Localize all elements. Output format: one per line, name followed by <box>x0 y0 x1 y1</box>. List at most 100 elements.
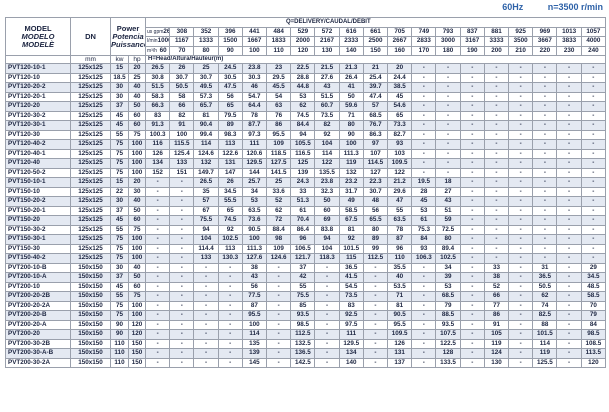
head-value-cell: 65 <box>387 110 413 121</box>
kw-cell: 37 <box>110 272 129 283</box>
head-value-cell: 53 <box>290 91 316 102</box>
head-value-cell: - <box>532 196 558 207</box>
head-value-cell: 103 <box>387 148 413 159</box>
head-value-cell: - <box>508 72 534 83</box>
kw-cell: 30 <box>110 196 129 207</box>
head-value-cell: - <box>508 186 534 197</box>
head-value-cell: - <box>145 224 171 235</box>
head-value-cell: 133.5 <box>435 357 461 368</box>
head-value-cell: 110 <box>387 253 413 264</box>
kw-cell: 45 <box>110 215 129 226</box>
m3h-value: 60 <box>159 46 167 54</box>
table-row: PVT200-30-A-B 150x150 110 150- - - -139-136.5-… <box>5 348 607 359</box>
head-value-cell: 96 <box>387 243 413 254</box>
model-label-fr: MODELÈ <box>21 39 55 49</box>
model-cell: PVT200-10-B <box>5 262 71 273</box>
head-value-cell: - <box>411 110 437 121</box>
head-value-cell: 48 <box>362 196 389 207</box>
lmin-value: 3500 <box>513 37 528 44</box>
head-value-cell: - <box>411 348 437 359</box>
head-value-cell: - <box>556 158 582 169</box>
head-value-cell: 56 <box>362 205 389 216</box>
head-value-cell: - <box>145 243 171 254</box>
head-value-cell: 94 <box>290 129 316 140</box>
head-value-cell: 118.3 <box>314 253 340 264</box>
head-value-cell: - <box>508 158 534 169</box>
head-value-cell: - <box>169 186 195 197</box>
head-value-cell: - <box>435 158 461 169</box>
head-value-cell: - <box>459 148 485 159</box>
gpm-value: 969 <box>539 27 551 35</box>
dn-cell: 125x125 <box>70 196 111 207</box>
table-row: PVT200-20-2B 150x150 55 75- - - -77.5-75.5-73.… <box>5 291 607 302</box>
head-value-cell: - <box>580 167 607 178</box>
gpm-cell: 616 <box>338 26 364 37</box>
head-value-cell: 102.5 <box>217 234 243 245</box>
gpm-value: 441 <box>249 27 260 35</box>
head-value-cell: 86.4 <box>290 224 316 235</box>
head-value-cell: 142.5 <box>290 357 316 368</box>
head-value-cell: 52 <box>266 196 292 207</box>
head-value-cell: - <box>580 177 607 188</box>
head-value-cell: - <box>266 272 292 283</box>
head-value-cell: - <box>459 63 485 74</box>
head-value-cell: 134 <box>145 158 171 169</box>
head-value-cell: 29 <box>580 262 607 273</box>
model-cell: PVT200-10-A <box>5 272 71 283</box>
kw-cell: 22 <box>110 186 129 197</box>
dn-header: DN <box>70 17 111 56</box>
head-value-cell: - <box>314 300 340 311</box>
head-value-cell: - <box>411 82 437 93</box>
head-value-cell: 44.8 <box>290 82 316 93</box>
hp-cell: 150 <box>127 348 147 359</box>
head-value-cell: - <box>556 224 582 235</box>
head-value-cell: - <box>580 72 607 83</box>
lmin-cell: 4000 <box>580 36 607 47</box>
head-value-cell: - <box>411 262 437 273</box>
head-value-cell: - <box>411 281 437 292</box>
head-value-cell: 107.5 <box>435 329 461 340</box>
table-row: PVT120-20-1 125x125 30 40 58.3 58 57.3 56 54.7 54… <box>5 91 607 102</box>
delivery-header: Q=DELIVERY/CAUDAL/DÉBIT <box>145 17 606 28</box>
dn-cell: 125x125 <box>70 139 111 150</box>
m3h-cell: 180 <box>435 45 461 56</box>
head-value-cell: 94 <box>314 234 340 245</box>
head-value-cell: 21.5 <box>314 63 340 74</box>
head-value-cell: 114 <box>241 329 268 340</box>
head-value-cell: 72 <box>266 215 292 226</box>
m3h-cell: 80 <box>193 45 219 56</box>
hp-cell: 150 <box>127 338 147 349</box>
head-value-cell: - <box>459 357 485 368</box>
performance-table: MODEL MODELO MODELÈ DN Power Potencia Pu… <box>5 17 607 368</box>
lmin-value: 3000 <box>441 37 456 44</box>
head-value-cell: 27 <box>435 186 461 197</box>
head-value-cell: 115.5 <box>169 139 195 150</box>
head-value-cell: 65 <box>217 101 243 112</box>
head-value-cell: 126 <box>387 338 413 349</box>
head-value-cell: - <box>556 129 582 140</box>
head-value-cell: - <box>532 234 558 245</box>
head-value-cell: 109.5 <box>387 329 413 340</box>
head-value-cell: - <box>193 338 219 349</box>
head-value-cell: 65.5 <box>362 215 389 226</box>
head-value-cell: - <box>459 167 485 178</box>
m3h-value: 190 <box>467 46 478 54</box>
head-value-cell: - <box>145 272 171 283</box>
hp-cell: 40 <box>127 262 147 273</box>
head-value-cell: - <box>145 186 171 197</box>
table-row: PVT120-20-2 125x125 30 40 51.5 50.5 49.5 47.5 46… <box>5 82 607 93</box>
table-row: PVT150-30-2 125x125 55 75- -94 92 90.5 88.4 86.4… <box>5 224 607 235</box>
head-value-cell: 31.7 <box>338 186 364 197</box>
head-value-cell: - <box>580 82 607 93</box>
head-value-cell: 24.5 <box>217 63 243 74</box>
head-value-cell: 36.5 <box>338 262 364 273</box>
head-value-cell: - <box>580 148 607 159</box>
head-value-cell: 71 <box>387 291 413 302</box>
head-value-cell: - <box>435 110 461 121</box>
hp-cell: 100 <box>127 243 147 254</box>
head-value-cell: 85 <box>290 300 316 311</box>
dn-cell: 125x125 <box>70 72 111 83</box>
head-value-cell: - <box>435 167 461 178</box>
kw-cell: 75 <box>110 158 129 169</box>
head-value-cell: - <box>483 139 510 150</box>
